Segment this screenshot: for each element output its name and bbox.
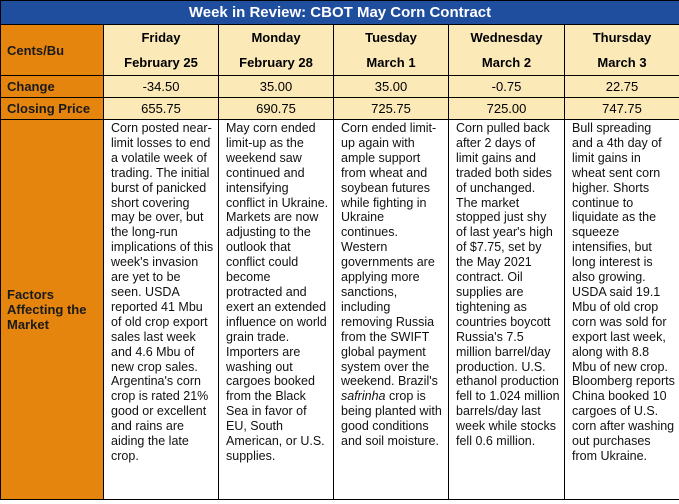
factors-text: Bull spreading and a 4th day of limit ga… <box>572 121 675 463</box>
change-value-wednesday: -0.75 <box>448 75 565 98</box>
change-label: Change <box>0 75 104 98</box>
change-value-monday: 35.00 <box>218 75 334 98</box>
change-value-friday: -34.50 <box>103 75 219 98</box>
column-header-tuesday: Tuesday March 1 <box>333 24 449 76</box>
factors-monday: May corn ended limit-up as the weekend s… <box>218 119 334 500</box>
factors-label: Factors Affecting the Market <box>0 119 104 500</box>
day-name: Wednesday <box>470 30 543 45</box>
factors-text-start: Corn ended limit-up again with ample sup… <box>341 121 438 389</box>
closing-price-thursday: 747.75 <box>564 97 679 120</box>
day-name: Thursday <box>592 30 652 45</box>
closing-price-wednesday: 725.00 <box>448 97 565 120</box>
units-label: Cents/Bu <box>0 24 104 76</box>
day-date: February 28 <box>239 55 313 70</box>
day-name: Tuesday <box>365 30 417 45</box>
closing-price-tuesday: 725.75 <box>333 97 449 120</box>
factors-text-end: crop is being planted with good conditio… <box>341 389 442 449</box>
day-date: March 2 <box>481 55 532 70</box>
column-header-monday: Monday February 28 <box>218 24 334 76</box>
change-value-thursday: 22.75 <box>564 75 679 98</box>
day-date: February 25 <box>124 55 198 70</box>
factors-text: Corn pulled back after 2 days of limit g… <box>456 121 560 449</box>
factors-text: May corn ended limit-up as the weekend s… <box>226 121 329 463</box>
factors-thursday: Bull spreading and a 4th day of limit ga… <box>564 119 679 500</box>
factors-friday: Corn posted near-limit losses to end a v… <box>103 119 219 500</box>
factors-text: Corn ended limit-up again with ample sup… <box>334 120 448 449</box>
closing-price-monday: 690.75 <box>218 97 334 120</box>
day-date: March 1 <box>366 55 416 70</box>
change-value-tuesday: 35.00 <box>333 75 449 98</box>
factors-text: Corn posted near-limit losses to end a v… <box>111 121 214 463</box>
factors-text-italic: safrinha <box>341 389 386 404</box>
closing-price-label: Closing Price <box>0 97 104 120</box>
closing-price-friday: 655.75 <box>103 97 219 120</box>
day-name: Friday <box>141 30 181 45</box>
day-date: March 3 <box>597 55 647 70</box>
column-header-wednesday: Wednesday March 2 <box>448 24 565 76</box>
column-header-thursday: Thursday March 3 <box>564 24 679 76</box>
factors-wednesday: Corn pulled back after 2 days of limit g… <box>448 119 565 500</box>
factors-tuesday: Corn ended limit-up again with ample sup… <box>333 119 449 500</box>
day-name: Monday <box>251 30 301 45</box>
column-header-friday: Friday February 25 <box>103 24 219 76</box>
table-title: Week in Review: CBOT May Corn Contract <box>0 0 679 25</box>
